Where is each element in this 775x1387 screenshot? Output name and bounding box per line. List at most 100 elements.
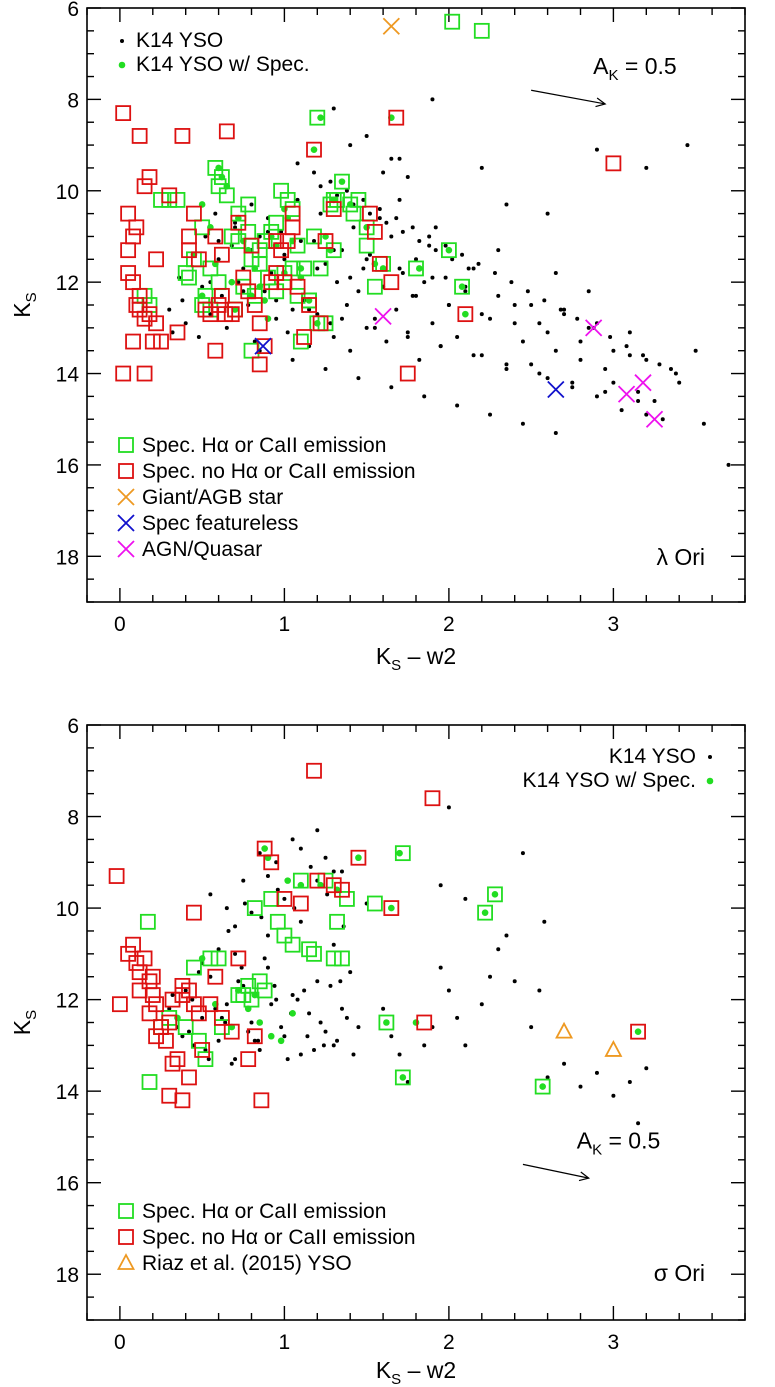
data-point [202, 950, 219, 967]
data-point [125, 274, 141, 291]
data-point [438, 344, 443, 349]
data-point [296, 260, 313, 277]
data-point [570, 380, 575, 385]
data-point [457, 306, 474, 323]
data-point [504, 366, 509, 371]
data-point [430, 275, 435, 280]
data-point [594, 1070, 599, 1075]
data-point [240, 1051, 257, 1068]
data-point [315, 828, 320, 833]
data-point [339, 316, 344, 321]
data-point [186, 904, 202, 921]
data-point [128, 297, 145, 313]
data-point [338, 979, 343, 984]
data-point [307, 307, 312, 312]
data-point [112, 996, 128, 1013]
data-point [542, 919, 547, 924]
data-point [364, 325, 369, 330]
data-point [194, 297, 211, 313]
data-point [367, 252, 372, 257]
data-point [624, 344, 629, 349]
data-point [256, 338, 273, 355]
x-tick-label: 3 [608, 613, 620, 636]
data-point [284, 877, 291, 884]
data-point [455, 334, 460, 339]
data-point [344, 188, 349, 193]
data-point [323, 366, 328, 371]
region-label: σ Ori [654, 1260, 705, 1286]
x-axis-title: KS – w2 [376, 1357, 456, 1387]
data-point [335, 1038, 340, 1043]
data-point [351, 1052, 356, 1057]
y-tick-label: 14 [56, 364, 80, 387]
reddening-arrow [522, 1163, 589, 1179]
y-axis-title: KS [9, 1010, 40, 1035]
data-point [236, 280, 241, 285]
data-point [446, 805, 451, 810]
x-tick-label: 1 [279, 613, 291, 636]
x-tick-label: 2 [443, 613, 455, 636]
data-point [240, 223, 257, 240]
data-point [570, 385, 575, 390]
data-point [274, 316, 279, 321]
series-agn-quasar [374, 307, 664, 428]
data-point [125, 333, 141, 350]
data-point [371, 255, 388, 272]
legend-marker [706, 777, 714, 785]
data-point [488, 974, 493, 979]
data-point [233, 924, 238, 929]
data-point [290, 993, 295, 998]
data-point [306, 945, 322, 962]
data-point [644, 1066, 649, 1071]
data-point [120, 242, 137, 259]
data-point [230, 214, 247, 231]
data-point [463, 1043, 468, 1048]
data-point [644, 412, 649, 417]
data-point [396, 849, 403, 857]
data-point [216, 1038, 221, 1043]
data-point [226, 928, 231, 933]
reddening-label: AK = 0.5 [577, 1127, 661, 1158]
data-point [141, 169, 158, 185]
data-point [525, 289, 530, 294]
data-point [603, 366, 608, 371]
data-point [321, 1043, 326, 1048]
data-point [292, 872, 309, 889]
data-point [223, 1020, 228, 1025]
data-point [268, 233, 285, 249]
data-point [256, 982, 273, 999]
data-point [627, 1080, 632, 1084]
data-point [481, 909, 489, 916]
data-point [389, 385, 394, 390]
data-point [131, 287, 148, 304]
data-point [219, 293, 224, 298]
data-point [251, 255, 268, 272]
data-point [180, 1034, 185, 1039]
data-point [438, 883, 443, 888]
series-k14-yso [167, 805, 649, 1126]
data-point [634, 374, 652, 392]
data-point [256, 1038, 261, 1043]
data-point [141, 297, 158, 313]
data-point [268, 214, 285, 231]
data-point [164, 991, 181, 1008]
data-point [537, 988, 542, 993]
data-point [374, 307, 392, 326]
data-point [479, 165, 484, 170]
data-point [307, 1011, 312, 1016]
data-point [314, 319, 321, 327]
legend-marker [117, 514, 135, 532]
data-point [479, 353, 484, 358]
data-point [136, 365, 153, 382]
data-point [331, 942, 336, 947]
data-point [297, 265, 305, 272]
data-point [331, 334, 336, 339]
data-point [424, 790, 441, 807]
data-point [366, 223, 383, 240]
data-point [605, 155, 622, 172]
data-point [397, 1052, 402, 1057]
data-point [356, 289, 361, 294]
data-point [144, 987, 161, 1003]
data-point [578, 1084, 583, 1089]
data-point [545, 1075, 550, 1080]
